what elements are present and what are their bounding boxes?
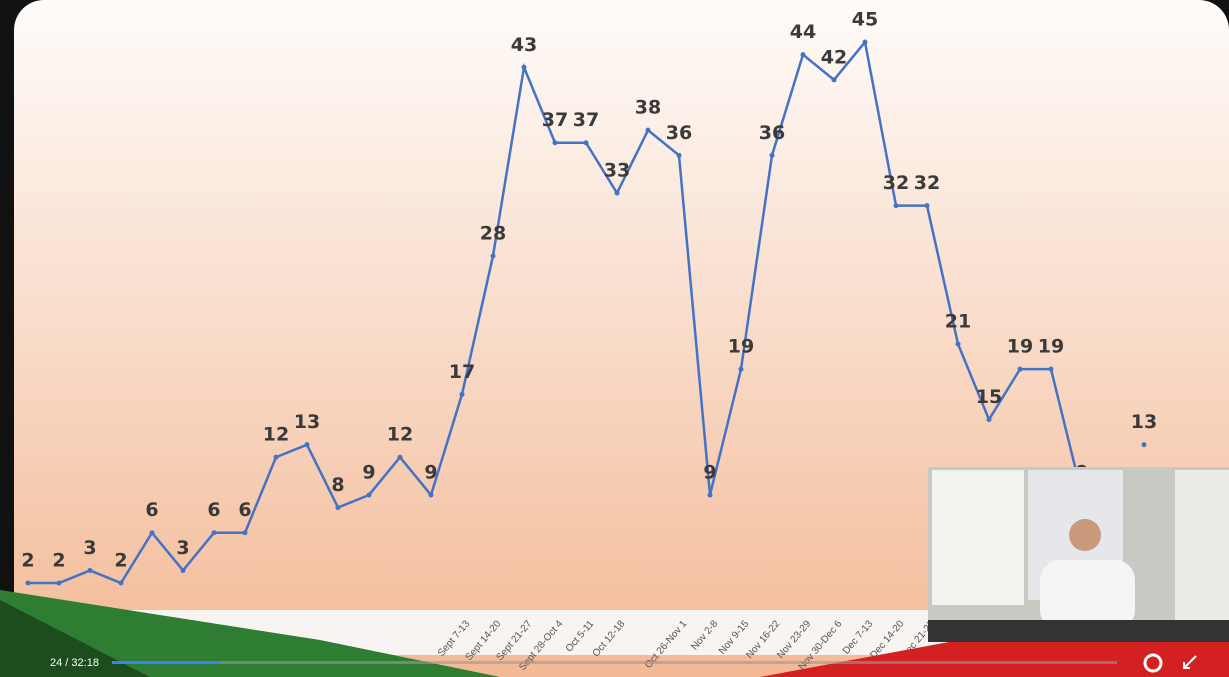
- value-label: 13: [1131, 411, 1157, 433]
- point: [87, 567, 93, 573]
- time-display: 24 / 32:18: [50, 657, 99, 669]
- point: [459, 391, 465, 397]
- value-label: 37: [542, 109, 568, 131]
- point: [769, 152, 775, 158]
- point: [180, 567, 186, 573]
- point: [335, 505, 341, 511]
- progress-played: [112, 661, 220, 664]
- door: [1175, 470, 1229, 620]
- value-label: 15: [976, 386, 1002, 408]
- point: [118, 580, 124, 586]
- settings-button[interactable]: [1143, 653, 1163, 673]
- point: [583, 140, 589, 146]
- point: [366, 492, 372, 498]
- value-label: 6: [145, 499, 158, 521]
- slide: [14, 0, 1229, 677]
- value-label: 19: [1007, 336, 1033, 358]
- fullscreen-button[interactable]: [1183, 655, 1197, 669]
- point: [955, 341, 961, 347]
- value-label: 13: [294, 411, 320, 433]
- point: [893, 203, 899, 209]
- value-label: 3: [83, 537, 96, 559]
- value-label: 2: [21, 550, 34, 572]
- value-label: 43: [511, 34, 537, 56]
- green-decoration: [0, 590, 500, 677]
- point: [738, 366, 744, 372]
- value-label: 2: [114, 550, 127, 572]
- value-label: 19: [728, 336, 754, 358]
- person-body: [1040, 560, 1135, 630]
- point: [1141, 442, 1147, 448]
- point: [676, 152, 682, 158]
- value-label: 2: [52, 550, 65, 572]
- point: [242, 530, 248, 536]
- dark-decoration: [0, 600, 150, 677]
- value-label: 8: [331, 474, 344, 496]
- webcam: [928, 467, 1229, 642]
- value-label: 37: [573, 109, 599, 131]
- point: [521, 64, 527, 70]
- point: [428, 492, 434, 498]
- desk: [928, 620, 1229, 642]
- person-head: [1069, 519, 1101, 551]
- point: [56, 580, 62, 586]
- point: [831, 77, 837, 83]
- point: [149, 530, 155, 536]
- point: [645, 127, 651, 133]
- progress-track[interactable]: [112, 661, 1117, 664]
- point: [304, 442, 310, 448]
- value-label: 3: [176, 537, 189, 559]
- value-label: 12: [387, 424, 413, 446]
- value-label: 9: [362, 461, 375, 483]
- value-label: 44: [790, 21, 816, 43]
- point: [1017, 366, 1023, 372]
- point: [211, 530, 217, 536]
- value-label: 6: [238, 499, 251, 521]
- point: [25, 580, 31, 586]
- point: [800, 52, 806, 58]
- value-label: 9: [424, 461, 437, 483]
- value-label: 38: [635, 97, 661, 119]
- value-label: 9: [703, 461, 716, 483]
- point: [552, 140, 558, 146]
- value-label: 33: [604, 160, 630, 182]
- value-label: 32: [883, 172, 909, 194]
- value-label: 45: [852, 9, 878, 31]
- value-label: 6: [207, 499, 220, 521]
- value-label: 32: [914, 172, 940, 194]
- point: [862, 39, 868, 45]
- point: [614, 190, 620, 196]
- point: [273, 454, 279, 460]
- point: [490, 253, 496, 259]
- value-label: 36: [759, 122, 785, 144]
- value-label: 42: [821, 46, 847, 68]
- value-label: 12: [263, 424, 289, 446]
- point: [397, 454, 403, 460]
- value-label: 21: [945, 311, 971, 333]
- point: [707, 492, 713, 498]
- value-label: 28: [480, 222, 506, 244]
- screen: [932, 470, 1024, 605]
- point: [1048, 366, 1054, 372]
- value-label: 19: [1038, 336, 1064, 358]
- value-label: 36: [666, 122, 692, 144]
- point: [986, 417, 992, 422]
- value-label: 17: [449, 361, 475, 383]
- point: [924, 203, 930, 209]
